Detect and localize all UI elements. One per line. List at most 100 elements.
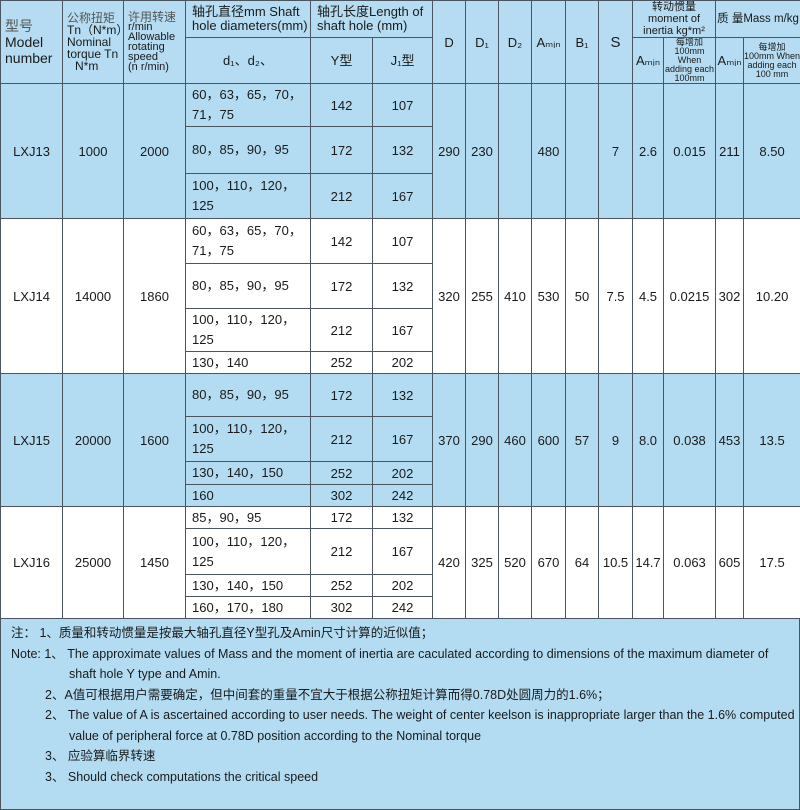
cell-torque: 25000 bbox=[63, 507, 124, 619]
cell-model: LXJ13 bbox=[1, 84, 63, 219]
cell-mass_per100: 8.50 bbox=[744, 84, 800, 219]
cell-speed: 1860 bbox=[124, 219, 186, 374]
header-mass: 质 量Mass m/kg bbox=[716, 1, 800, 38]
cell-inertia_per100: 0.015 bbox=[664, 84, 716, 219]
header-Amin: Aₘᵢₙ bbox=[532, 1, 566, 84]
notes-section: 注： 1、质量和转动惯量是按最大轴孔直径Y型孔及Amin尺寸计算的近似值； No… bbox=[0, 619, 800, 810]
cell-hole-diameters: 100，110，120，125 bbox=[186, 174, 311, 219]
note-line: 2、 The value of A is ascertained accordi… bbox=[11, 705, 799, 726]
cell-S: 9 bbox=[599, 374, 633, 507]
cell-hole-diameters: 60，63，65，70，71，75 bbox=[186, 219, 311, 264]
cell-y-length: 212 bbox=[311, 309, 373, 352]
cell-hole-diameters: 130，140 bbox=[186, 352, 311, 374]
cell-inertia_amin: 2.6 bbox=[633, 84, 664, 219]
header-D1: D₁ bbox=[466, 1, 499, 84]
cell-D1: 325 bbox=[466, 507, 499, 619]
cell-mass_per100: 13.5 bbox=[744, 374, 800, 507]
header-j1-type: J₁型 bbox=[373, 38, 433, 84]
cell-D: 420 bbox=[433, 507, 466, 619]
cell-y-length: 302 bbox=[311, 485, 373, 507]
cell-hole-diameters: 130，140，150 bbox=[186, 575, 311, 597]
header-moment-of-inertia: 转动惯量moment of inertia kg*m² bbox=[633, 1, 716, 38]
cell-y-length: 172 bbox=[311, 507, 373, 529]
cell-mass_amin: 211 bbox=[716, 84, 744, 219]
cell-model: LXJ15 bbox=[1, 374, 63, 507]
cell-j1-length: 202 bbox=[373, 575, 433, 597]
cell-j1-length: 132 bbox=[373, 127, 433, 174]
cell-hole-diameters: 100，110，120，125 bbox=[186, 417, 311, 462]
cell-hole-diameters: 160 bbox=[186, 485, 311, 507]
cell-j1-length: 167 bbox=[373, 309, 433, 352]
cell-mass_per100: 10.20 bbox=[744, 219, 800, 374]
cell-D2: 520 bbox=[499, 507, 532, 619]
cell-hole-diameters: 85，90，95 bbox=[186, 507, 311, 529]
cell-j1-length: 202 bbox=[373, 352, 433, 374]
cell-j1-length: 132 bbox=[373, 374, 433, 417]
header-inertia-per-100mm: 每增加100mm When adding each 100mm bbox=[664, 38, 716, 84]
cell-D: 290 bbox=[433, 84, 466, 219]
cell-y-length: 142 bbox=[311, 84, 373, 127]
cell-speed: 1450 bbox=[124, 507, 186, 619]
note-line: 3、 Should check computations the critica… bbox=[11, 767, 799, 788]
cell-j1-length: 242 bbox=[373, 597, 433, 619]
cell-model: LXJ14 bbox=[1, 219, 63, 374]
note-line: 注： 1、质量和转动惯量是按最大轴孔直径Y型孔及Amin尺寸计算的近似值； bbox=[11, 623, 799, 644]
cell-j1-length: 167 bbox=[373, 417, 433, 462]
cell-D1: 290 bbox=[466, 374, 499, 507]
cell-j1-length: 107 bbox=[373, 219, 433, 264]
cell-inertia_amin: 8.0 bbox=[633, 374, 664, 507]
cell-D: 320 bbox=[433, 219, 466, 374]
cell-j1-length: 132 bbox=[373, 264, 433, 309]
cell-inertia_per100: 0.0215 bbox=[664, 219, 716, 374]
note-line: shaft hole Y type and Amin. bbox=[11, 664, 799, 685]
cell-hole-diameters: 160，170，180 bbox=[186, 597, 311, 619]
header-S: S bbox=[599, 1, 633, 84]
cell-hole-diameters: 80，85，90，95 bbox=[186, 264, 311, 309]
cell-Amin: 670 bbox=[532, 507, 566, 619]
cell-inertia_per100: 0.063 bbox=[664, 507, 716, 619]
cell-y-length: 172 bbox=[311, 374, 373, 417]
cell-Amin: 530 bbox=[532, 219, 566, 374]
cell-Amin: 480 bbox=[532, 84, 566, 219]
cell-j1-length: 132 bbox=[373, 507, 433, 529]
cell-hole-diameters: 80，85，90，95 bbox=[186, 127, 311, 174]
cell-torque: 1000 bbox=[63, 84, 124, 219]
cell-j1-length: 167 bbox=[373, 174, 433, 219]
cell-torque: 14000 bbox=[63, 219, 124, 374]
header-D: D bbox=[433, 1, 466, 84]
cell-mass_amin: 302 bbox=[716, 219, 744, 374]
cell-Amin: 600 bbox=[532, 374, 566, 507]
header-d1-d2: d₁、d₂、 bbox=[186, 38, 311, 84]
cell-speed: 2000 bbox=[124, 84, 186, 219]
header-inertia-amin: Aₘᵢₙ bbox=[633, 38, 664, 84]
cell-hole-diameters: 100，110，120，125 bbox=[186, 529, 311, 575]
cell-mass_amin: 605 bbox=[716, 507, 744, 619]
cell-mass_amin: 453 bbox=[716, 374, 744, 507]
cell-D1: 230 bbox=[466, 84, 499, 219]
cell-y-length: 302 bbox=[311, 597, 373, 619]
cell-j1-length: 202 bbox=[373, 462, 433, 485]
cell-y-length: 212 bbox=[311, 417, 373, 462]
note-line: Note: 1、 The approximate values of Mass … bbox=[11, 644, 799, 665]
header-mass-per-100mm: 每增加100mm When adding each 100 mm bbox=[744, 38, 800, 84]
cell-model: LXJ16 bbox=[1, 507, 63, 619]
cell-S: 7.5 bbox=[599, 219, 633, 374]
cell-hole-diameters: 60，63，65，70，71，75 bbox=[186, 84, 311, 127]
cell-hole-diameters: 130，140，150 bbox=[186, 462, 311, 485]
header-mass-amin: Aₘᵢₙ bbox=[716, 38, 744, 84]
cell-hole-diameters: 100，110，120，125 bbox=[186, 309, 311, 352]
cell-y-length: 252 bbox=[311, 352, 373, 374]
cell-y-length: 142 bbox=[311, 219, 373, 264]
header-y-type: Y型 bbox=[311, 38, 373, 84]
note-line: 3、 应验算临界转速 bbox=[11, 746, 799, 767]
cell-B1: 50 bbox=[566, 219, 599, 374]
cell-j1-length: 167 bbox=[373, 529, 433, 575]
